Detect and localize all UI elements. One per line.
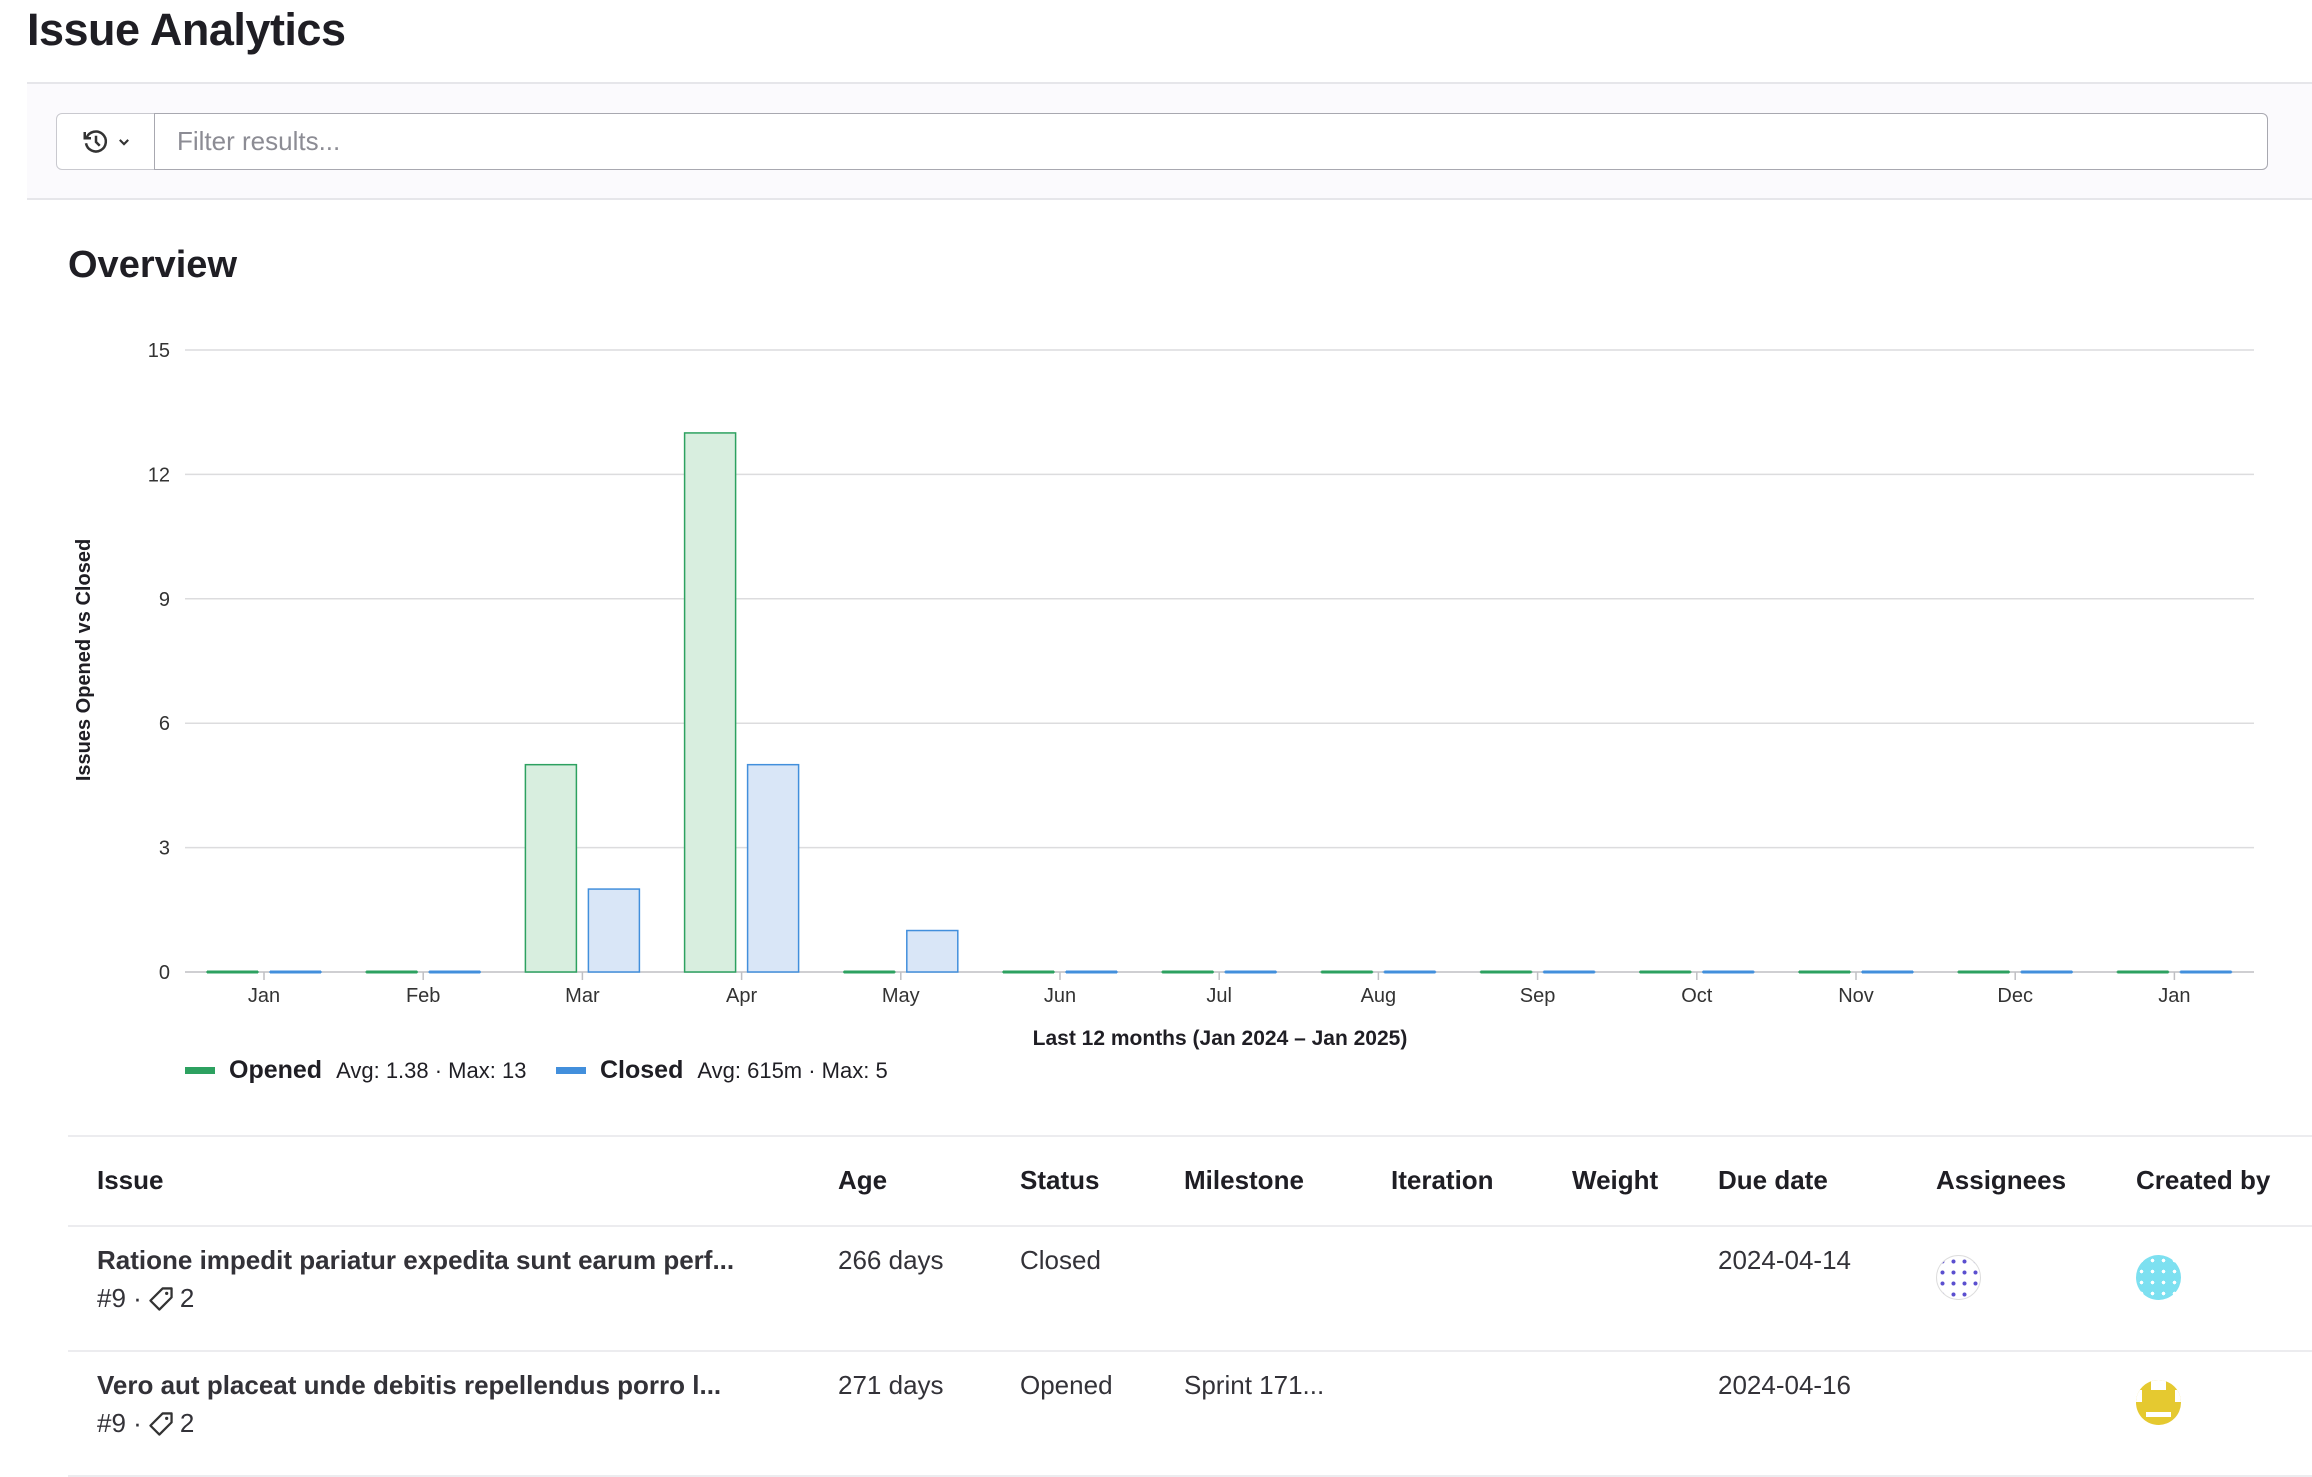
y-tick-label: 3	[159, 838, 170, 860]
filter-input[interactable]	[154, 113, 2268, 170]
issue-status: Closed	[1020, 1245, 1101, 1276]
y-axis-title: Issues Opened vs Closed	[73, 539, 95, 781]
header-status[interactable]: Status	[1020, 1165, 1099, 1196]
x-tick-label: Jan	[248, 985, 280, 1007]
bar-closed	[588, 889, 639, 972]
issue-due-date: 2024-04-16	[1718, 1370, 1851, 1401]
creator-avatar[interactable]	[2136, 1255, 2181, 1300]
label-icon	[148, 1411, 174, 1437]
header-due-date[interactable]: Due date	[1718, 1165, 1828, 1196]
x-tick-label: Jan	[2158, 985, 2190, 1007]
x-tick-label: Sep	[1520, 985, 1556, 1007]
x-tick-label: Dec	[1997, 985, 2033, 1007]
issues-chart: 0 3 6 9 12 15 Jan Feb Mar Apr May Jun Jul Aug Sep Oct N…	[0, 300, 2312, 1050]
table-row[interactable]: Vero aut placeat unde debitis repellendu…	[68, 1352, 2312, 1477]
legend-closed[interactable]: Closed Avg: 615m · Max: 5	[556, 1056, 888, 1085]
bar-opened	[525, 765, 576, 972]
legend-swatch-closed	[556, 1067, 586, 1074]
x-tick-label: Apr	[726, 985, 757, 1007]
issue-ref: #9 ·	[97, 1408, 142, 1439]
legend-swatch-opened	[185, 1067, 215, 1074]
legend-opened[interactable]: Opened Avg: 1.38 · Max: 13	[185, 1056, 526, 1085]
overview-heading: Overview	[68, 244, 237, 287]
legend-label: Closed	[600, 1056, 683, 1085]
label-icon	[148, 1286, 174, 1312]
page-title: Issue Analytics	[27, 4, 346, 56]
issues-table: Issue Age Status Milestone Iteration Wei…	[68, 1135, 2312, 1477]
y-tick-label: 6	[159, 713, 170, 735]
label-count: 2	[180, 1283, 194, 1314]
header-issue[interactable]: Issue	[97, 1165, 164, 1196]
header-age[interactable]: Age	[838, 1165, 887, 1196]
x-tick-label: Oct	[1681, 985, 1713, 1007]
issue-milestone-link[interactable]: Sprint 171...	[1184, 1370, 1324, 1401]
recent-searches-button[interactable]	[56, 113, 155, 170]
header-milestone[interactable]: Milestone	[1184, 1165, 1304, 1196]
issue-age: 266 days	[838, 1245, 944, 1276]
bar-closed	[748, 765, 799, 972]
issue-status: Opened	[1020, 1370, 1113, 1401]
legend-stats: Avg: 1.38 · Max: 13	[336, 1058, 526, 1084]
header-assignees[interactable]: Assignees	[1936, 1165, 2066, 1196]
issue-meta: #9 · 2	[97, 1408, 194, 1439]
table-header: Issue Age Status Milestone Iteration Wei…	[68, 1137, 2312, 1227]
x-tick-label: Aug	[1361, 985, 1397, 1007]
x-tick-label: Jul	[1206, 985, 1232, 1007]
x-axis-title: Last 12 months (Jan 2024 – Jan 2025)	[1033, 1027, 1408, 1050]
x-tick-label: Mar	[565, 985, 600, 1007]
issue-title-link[interactable]: Ratione impedit pariatur expedita sunt e…	[97, 1245, 734, 1276]
legend-stats: Avg: 615m · Max: 5	[697, 1058, 887, 1084]
y-tick-label: 9	[159, 589, 170, 611]
issue-title-link[interactable]: Vero aut placeat unde debitis repellendu…	[97, 1370, 721, 1401]
x-tick-label: Nov	[1838, 985, 1874, 1007]
header-iteration[interactable]: Iteration	[1391, 1165, 1494, 1196]
assignee-avatar[interactable]	[1936, 1255, 1981, 1300]
bar-opened	[685, 433, 736, 972]
legend-label: Opened	[229, 1056, 322, 1085]
bar-closed	[907, 931, 958, 972]
table-row[interactable]: Ratione impedit pariatur expedita sunt e…	[68, 1227, 2312, 1352]
label-count: 2	[180, 1408, 194, 1439]
chevron-down-icon	[117, 135, 131, 149]
issue-ref: #9 ·	[97, 1283, 142, 1314]
x-tick-label: Feb	[406, 985, 440, 1007]
y-tick-label: 0	[159, 962, 170, 984]
x-tick-label: May	[882, 985, 920, 1007]
issue-due-date: 2024-04-14	[1718, 1245, 1851, 1276]
x-tick-label: Jun	[1044, 985, 1076, 1007]
header-created-by[interactable]: Created by	[2136, 1165, 2270, 1196]
header-weight[interactable]: Weight	[1572, 1165, 1658, 1196]
issue-meta: #9 · 2	[97, 1283, 194, 1314]
y-tick-label: 15	[148, 340, 170, 362]
history-icon	[81, 127, 111, 157]
creator-avatar[interactable]	[2136, 1380, 2181, 1425]
y-tick-label: 12	[148, 464, 170, 486]
issue-age: 271 days	[838, 1370, 944, 1401]
